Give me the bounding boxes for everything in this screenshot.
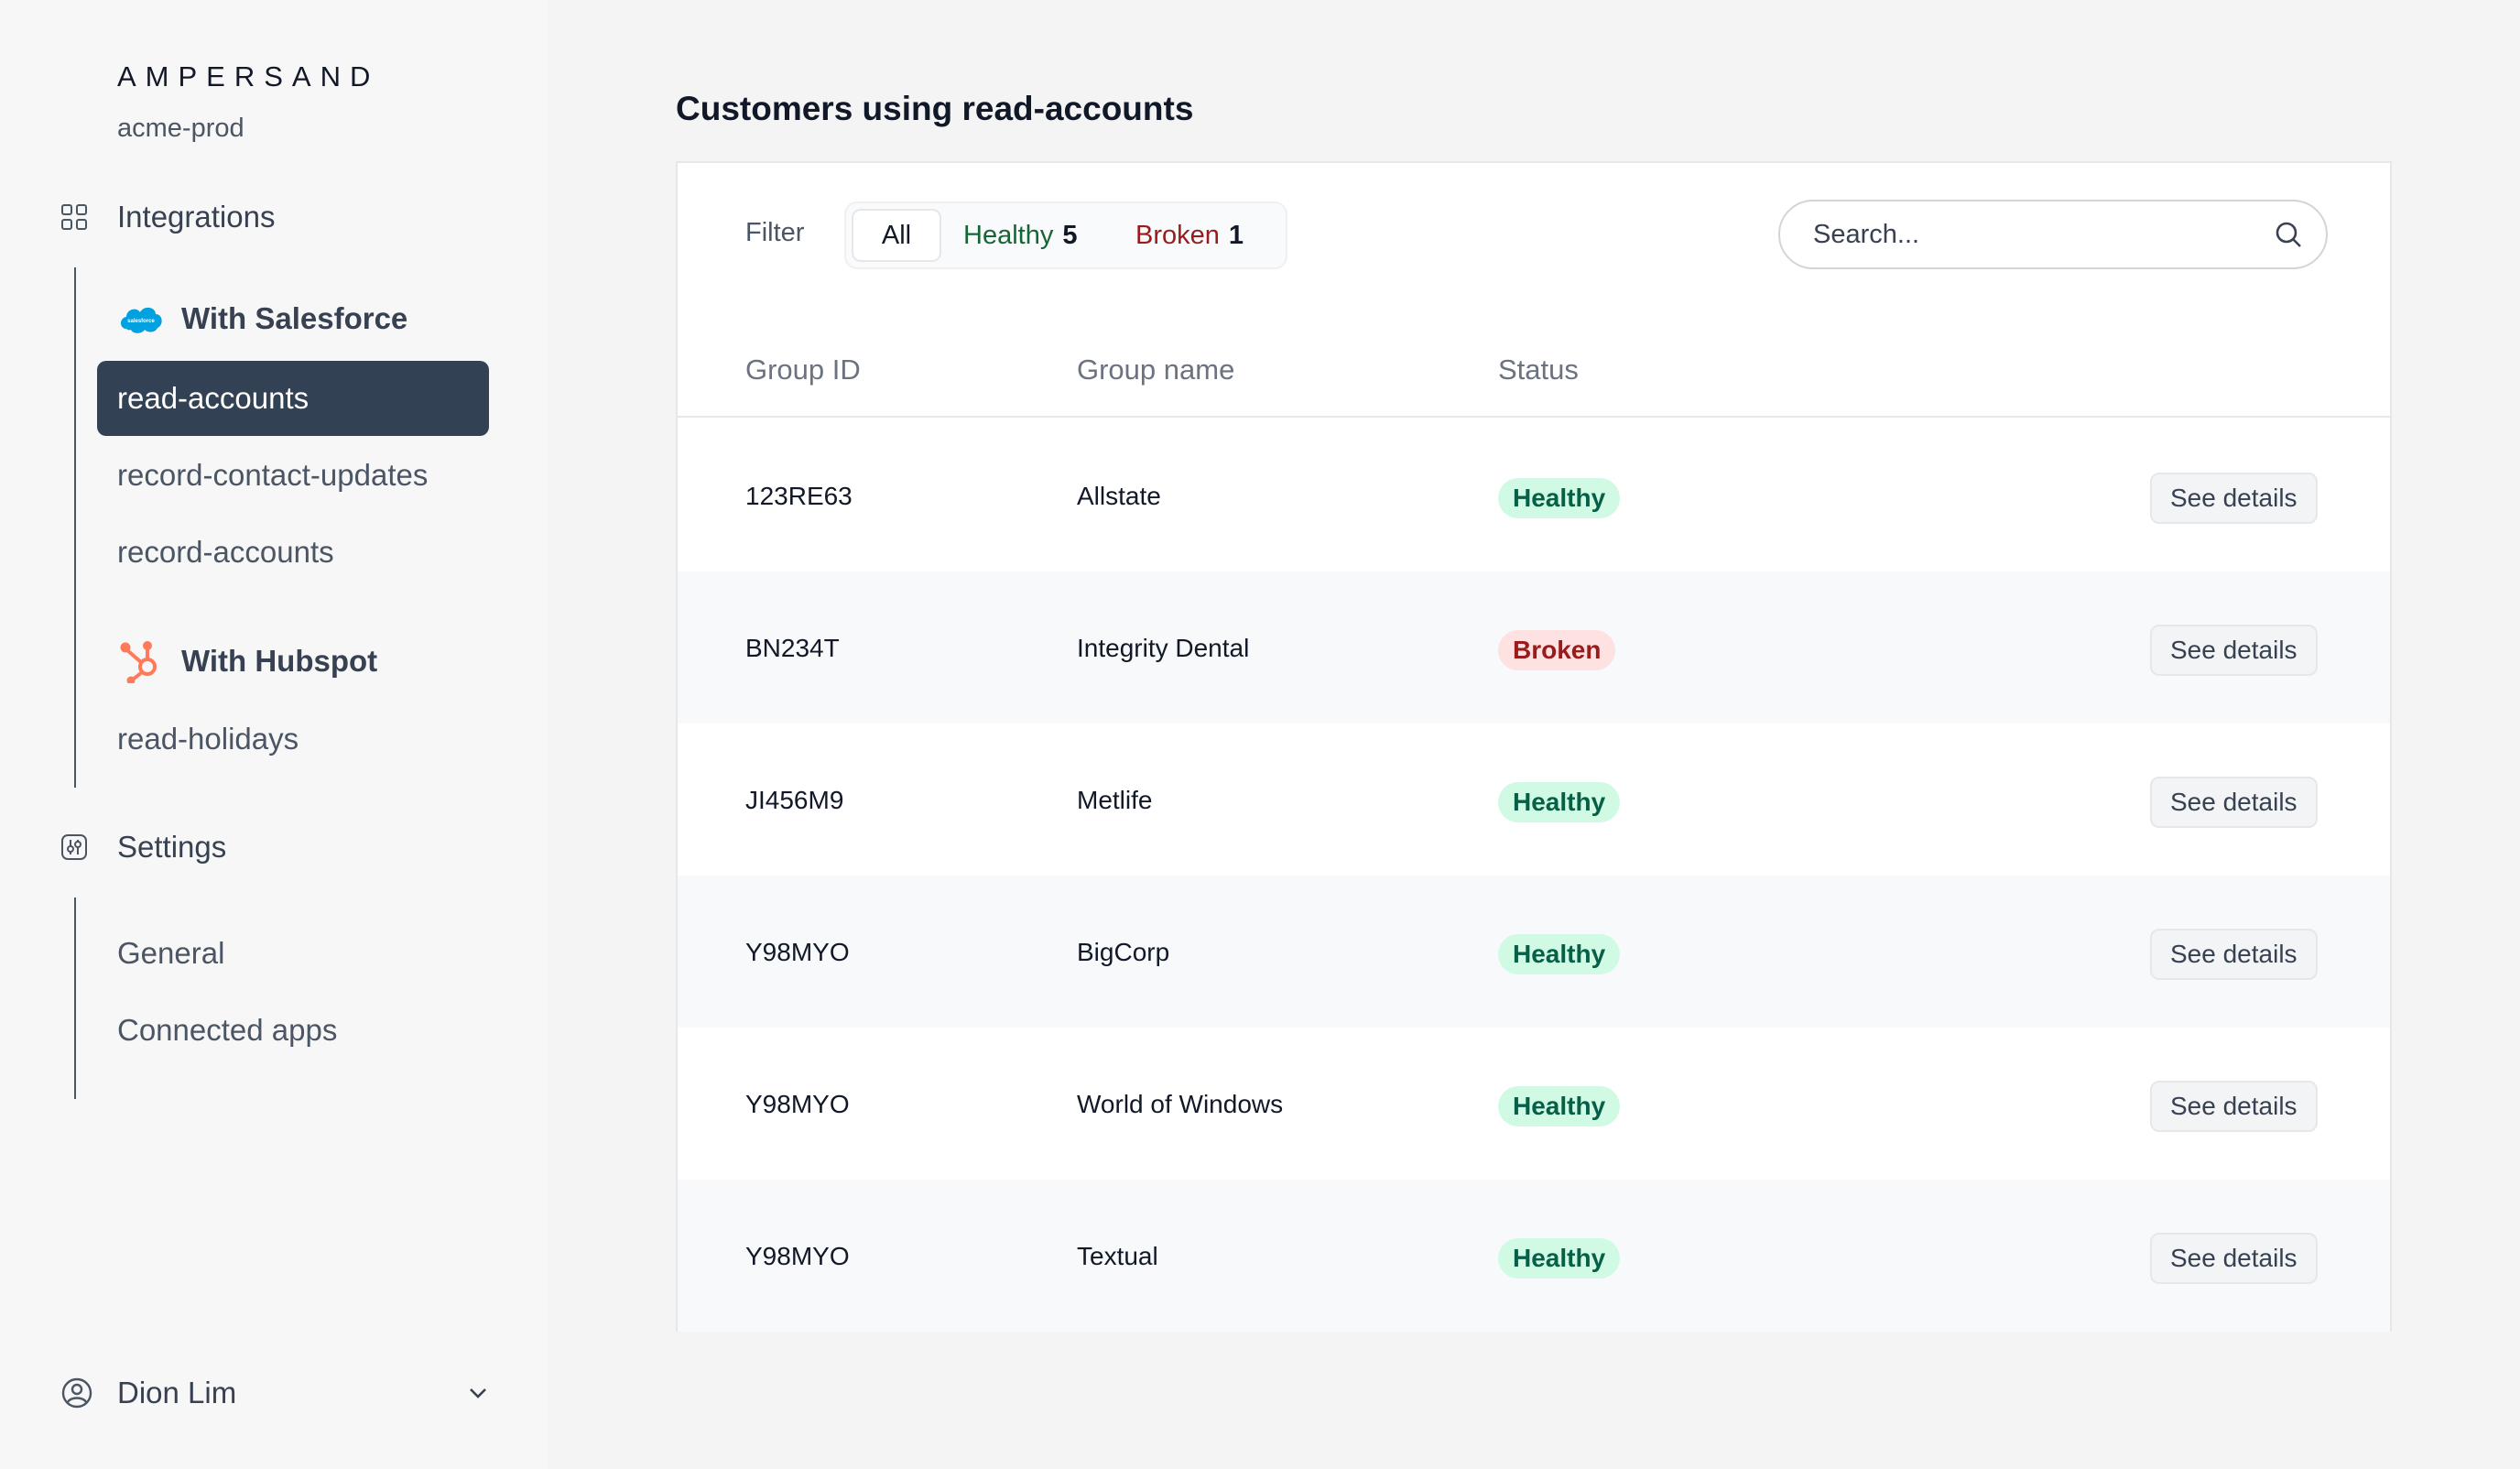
sidebar-item-read-accounts[interactable]: read-accounts xyxy=(97,361,489,436)
svg-text:salesforce: salesforce xyxy=(127,319,155,324)
filter-healthy-count: 5 xyxy=(1062,220,1078,250)
hubspot-icon xyxy=(117,637,165,685)
group-id-cell: BN234T xyxy=(745,634,840,662)
group-name-cell: Integrity Dental xyxy=(1077,634,1250,662)
salesforce-icon: salesforce xyxy=(117,295,165,343)
group-name-cell: World of Windows xyxy=(1077,1090,1284,1118)
filter-healthy-button[interactable]: Healthy 5 xyxy=(963,209,1077,262)
search-input[interactable] xyxy=(1811,218,2273,251)
table-header: Group ID Group name Status xyxy=(678,337,2390,418)
group-name-cell: Textual xyxy=(1077,1242,1158,1270)
status-badge: Healthy xyxy=(1498,478,1621,518)
brand-logo: AMPERSAND xyxy=(117,60,380,92)
user-name: Dion Lim xyxy=(117,1376,237,1409)
sidebar-item-read-holidays[interactable]: read-holidays xyxy=(117,722,299,756)
table-row[interactable]: 123RE63 Allstate Healthy See details xyxy=(678,419,2390,571)
group-id-cell: 123RE63 xyxy=(745,482,853,510)
workspace-name[interactable]: acme-prod xyxy=(117,114,244,143)
filter-broken-count: 1 xyxy=(1228,220,1244,250)
provider-salesforce: salesforce With Salesforce xyxy=(117,295,407,343)
table-row[interactable]: BN234T Integrity Dental Broken See details xyxy=(678,571,2390,724)
group-name-cell: BigCorp xyxy=(1077,938,1170,966)
nav-integrations[interactable]: Integrations xyxy=(60,200,275,234)
status-badge: Healthy xyxy=(1498,782,1621,822)
group-name-cell: Metlife xyxy=(1077,786,1153,814)
nav-integrations-label: Integrations xyxy=(117,200,276,234)
table-row[interactable]: JI456M9 Metlife Healthy See details xyxy=(678,724,2390,876)
column-header-group-id[interactable]: Group ID xyxy=(745,354,861,386)
table-row[interactable]: Y98MYO Textual Healthy See details xyxy=(678,1180,2390,1332)
customers-card: Filter All Healthy 5 Broken 1 Group ID G… xyxy=(676,161,2392,1332)
page-title: Customers using read-accounts xyxy=(676,90,1194,127)
group-id-cell: JI456M9 xyxy=(745,786,844,814)
see-details-button[interactable]: See details xyxy=(2150,625,2318,676)
settings-tree-line xyxy=(74,898,76,1099)
group-id-cell: Y98MYO xyxy=(745,1242,850,1270)
see-details-button[interactable]: See details xyxy=(2150,473,2318,524)
group-name-cell: Allstate xyxy=(1077,482,1161,510)
filter-broken-button[interactable]: Broken 1 xyxy=(1135,209,1244,262)
filter-healthy-label: Healthy xyxy=(963,220,1054,250)
table-row[interactable]: Y98MYO BigCorp Healthy See details xyxy=(678,876,2390,1028)
nav-tree-line xyxy=(74,267,76,788)
sidebar: AMPERSAND acme-prod Integrations salesfo… xyxy=(0,0,548,1469)
see-details-button[interactable]: See details xyxy=(2150,1081,2318,1132)
filter-broken-label: Broken xyxy=(1135,220,1220,250)
provider-hubspot-label: With Hubspot xyxy=(181,644,378,678)
user-menu[interactable]: Dion Lim xyxy=(60,1370,491,1416)
see-details-button[interactable]: See details xyxy=(2150,1233,2318,1284)
status-badge: Broken xyxy=(1498,630,1616,670)
filter-label: Filter xyxy=(745,218,805,247)
status-badge: Healthy xyxy=(1498,1086,1621,1126)
see-details-button[interactable]: See details xyxy=(2150,777,2318,828)
search-icon[interactable] xyxy=(2273,219,2304,250)
table-row[interactable]: Y98MYO World of Windows Healthy See details xyxy=(678,1028,2390,1180)
filter-segmented-control: All Healthy 5 Broken 1 xyxy=(844,201,1287,269)
group-id-cell: Y98MYO xyxy=(745,1090,850,1118)
see-details-button[interactable]: See details xyxy=(2150,929,2318,980)
search-box xyxy=(1778,200,2328,269)
sidebar-item-connected-apps[interactable]: Connected apps xyxy=(117,1013,338,1047)
status-badge: Healthy xyxy=(1498,934,1621,974)
column-header-status[interactable]: Status xyxy=(1498,354,1579,386)
grid-icon xyxy=(60,203,88,231)
column-header-group-name[interactable]: Group name xyxy=(1077,354,1235,386)
chevron-down-icon[interactable] xyxy=(465,1380,491,1406)
provider-salesforce-label: With Salesforce xyxy=(181,301,408,335)
status-badge: Healthy xyxy=(1498,1238,1621,1279)
provider-hubspot: With Hubspot xyxy=(117,637,377,685)
sidebar-item-record-accounts[interactable]: record-accounts xyxy=(117,535,334,569)
sidebar-item-general[interactable]: General xyxy=(117,936,225,970)
sidebar-item-record-contact-updates[interactable]: record-contact-updates xyxy=(117,458,429,492)
nav-settings-label: Settings xyxy=(117,830,227,864)
group-id-cell: Y98MYO xyxy=(745,938,850,966)
filter-all-button[interactable]: All xyxy=(852,209,941,262)
settings-sliders-icon xyxy=(60,833,88,861)
nav-settings[interactable]: Settings xyxy=(60,830,226,865)
user-avatar-icon xyxy=(60,1377,93,1409)
